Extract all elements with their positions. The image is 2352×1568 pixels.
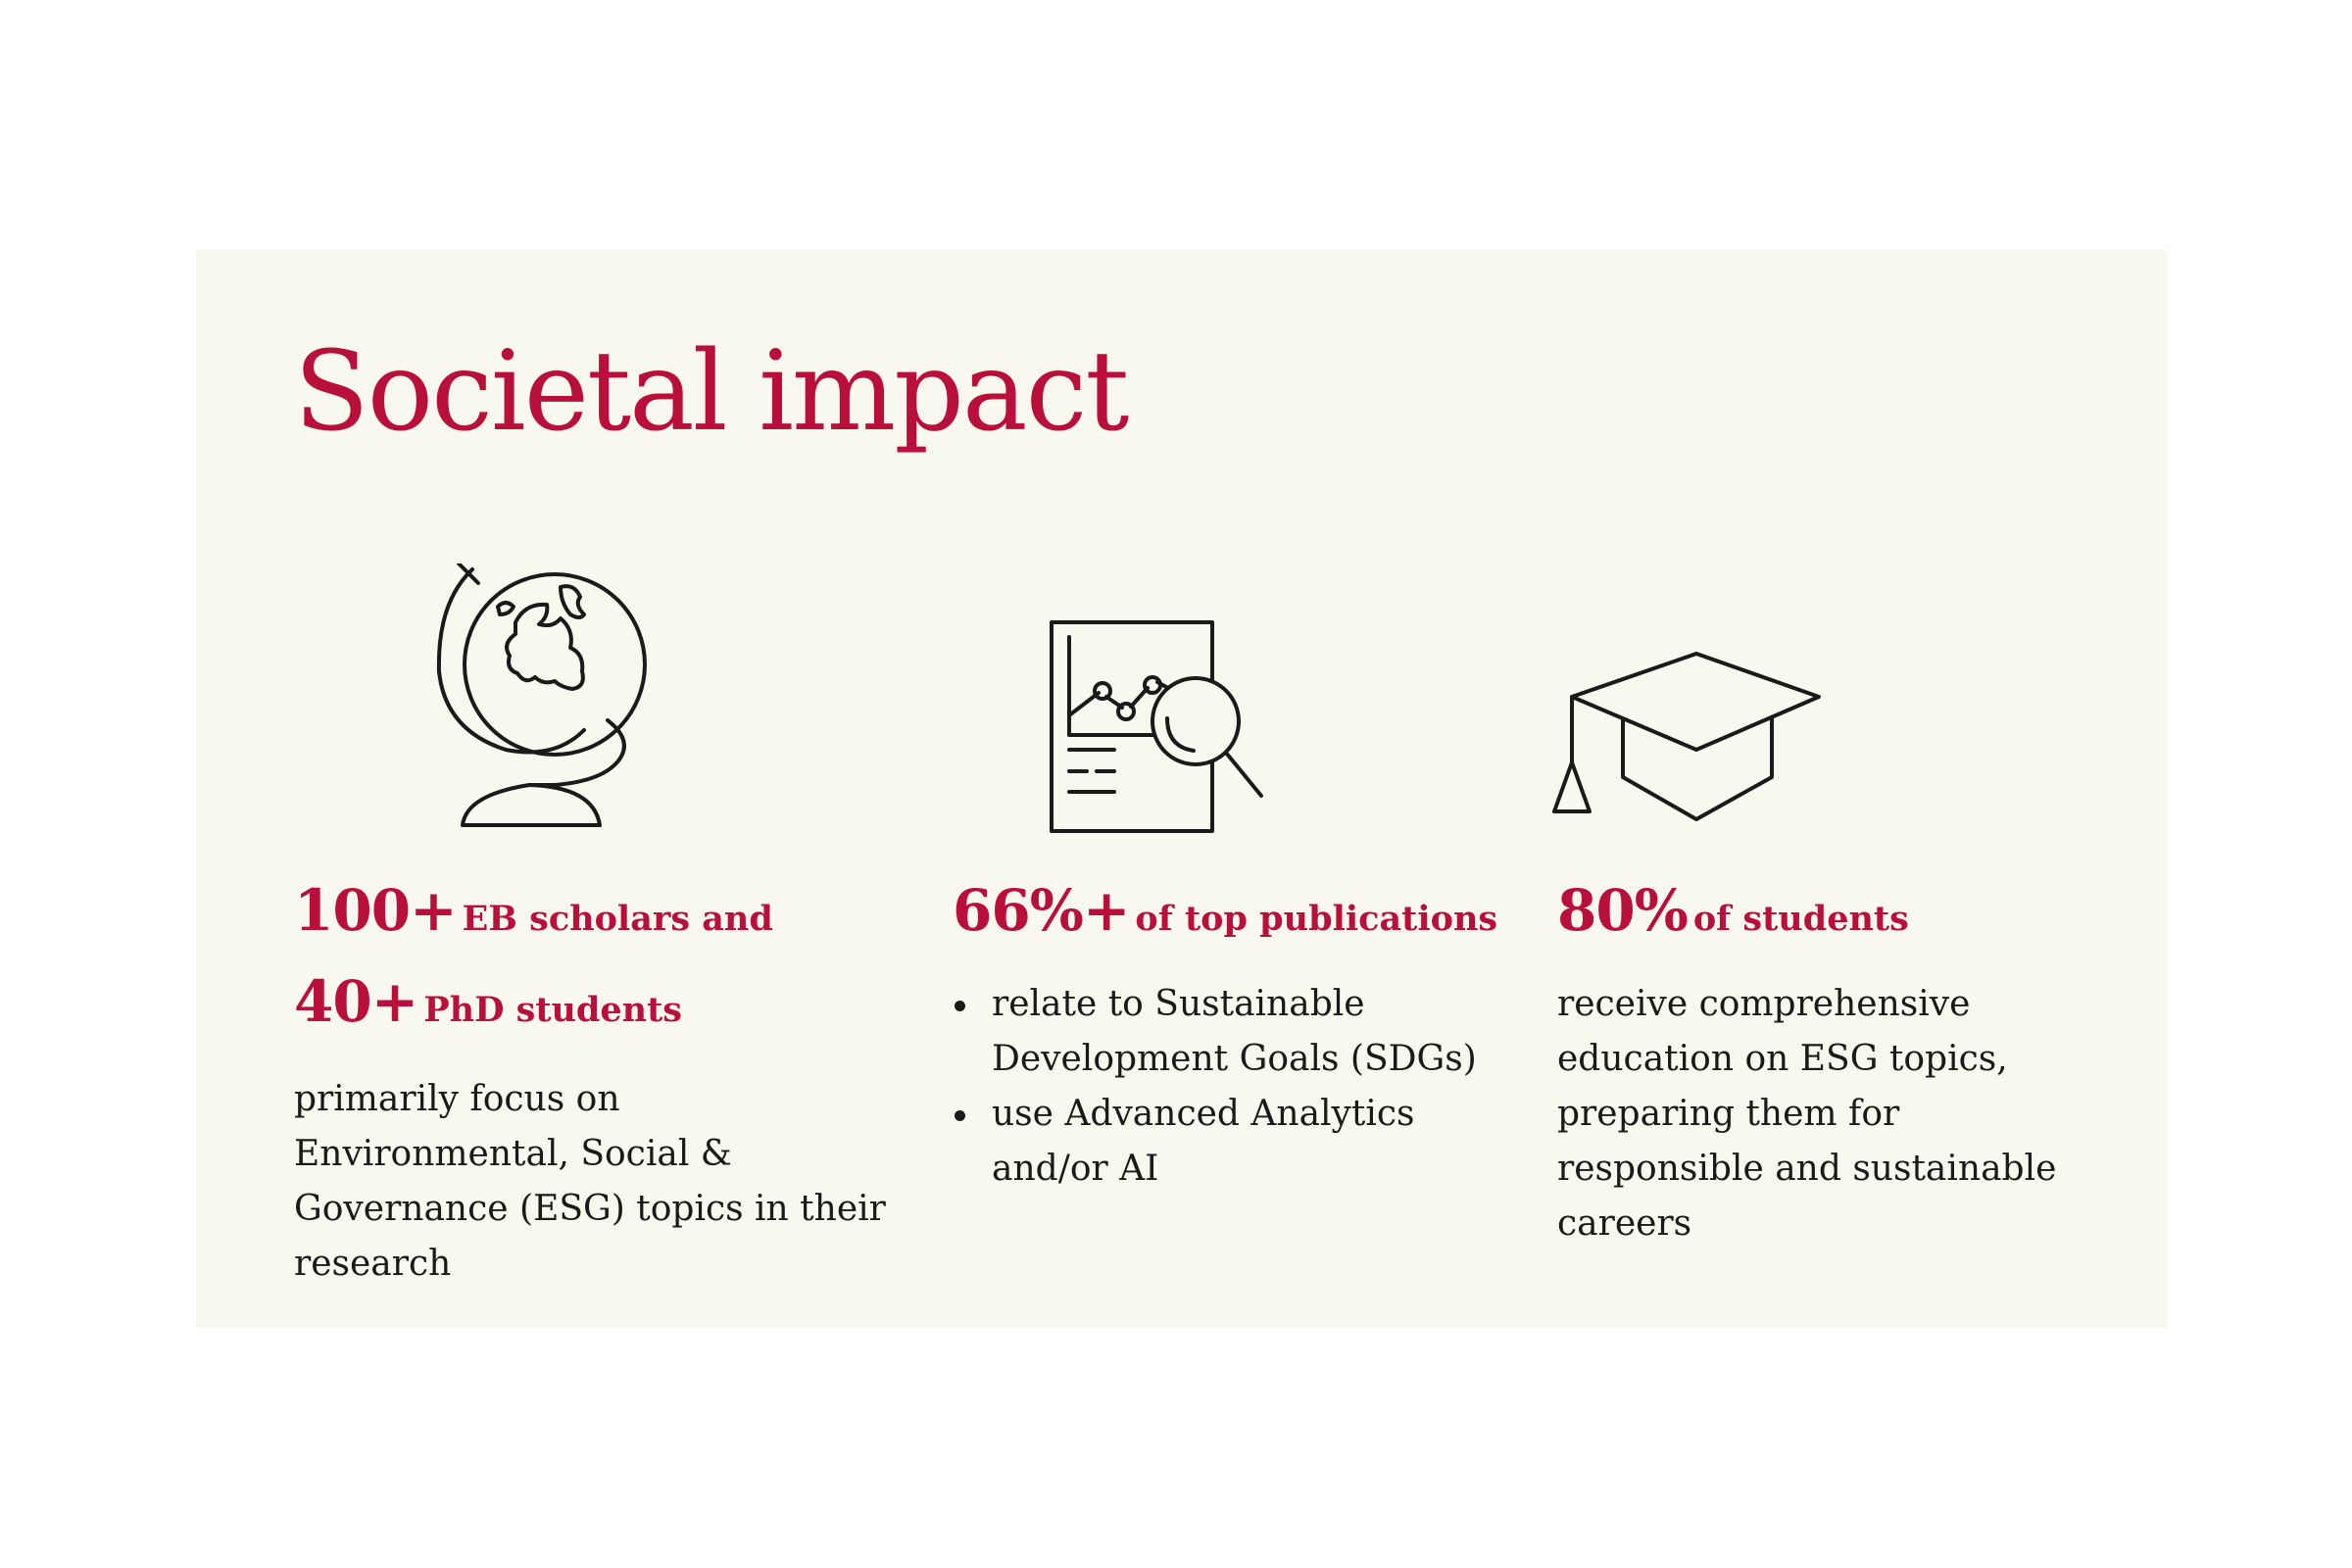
list-item-text: use Advanced Analytics and/or AI — [992, 1094, 1415, 1189]
stat-column-publications: 66%+ of top publications relate to Sustai… — [953, 872, 1501, 1197]
stat-description: receive comprehensive education on ESG t… — [1557, 984, 2057, 1244]
stat-number: 100+ — [294, 877, 458, 944]
list-item: relate to Sustainable Development Goals … — [953, 977, 1501, 1087]
bullet-icon — [955, 1001, 965, 1011]
bullet-list: relate to Sustainable Development Goals … — [953, 977, 1501, 1197]
bullet-icon — [955, 1110, 965, 1121]
stat-number: 80% — [1557, 877, 1689, 944]
societal-impact-panel: Societal impact — [196, 250, 2168, 1328]
list-item-text: relate to Sustainable Development Goals … — [992, 984, 1477, 1079]
stat-heading: 100+ EB scholars and — [294, 872, 902, 963]
stat-column-students: 80% of students receive comprehensive edu… — [1557, 872, 2106, 1251]
stat-heading: 40+ PhD students — [294, 963, 902, 1054]
report-magnifier-icon — [1034, 578, 1308, 833]
stat-column-scholars: 100+ EB scholars and 40+ PhD students prim… — [294, 872, 902, 1292]
stat-label: of top publications — [1135, 899, 1498, 939]
stat-heading: 66%+ of top publications — [953, 872, 1501, 963]
globe-icon — [427, 564, 655, 828]
stat-description: primarily focus on Environmental, Social… — [294, 1079, 886, 1284]
stat-label: PhD students — [423, 990, 682, 1030]
list-item: use Advanced Analytics and/or AI — [953, 1087, 1501, 1197]
stat-number: 40+ — [294, 968, 418, 1035]
stat-label: EB scholars and — [462, 899, 773, 939]
page-title: Societal impact — [294, 328, 1129, 456]
stat-heading: 80% of students — [1557, 872, 2106, 963]
stat-number: 66%+ — [953, 877, 1130, 944]
stat-label: of students — [1692, 899, 1909, 939]
graduation-cap-icon — [1534, 647, 1867, 833]
